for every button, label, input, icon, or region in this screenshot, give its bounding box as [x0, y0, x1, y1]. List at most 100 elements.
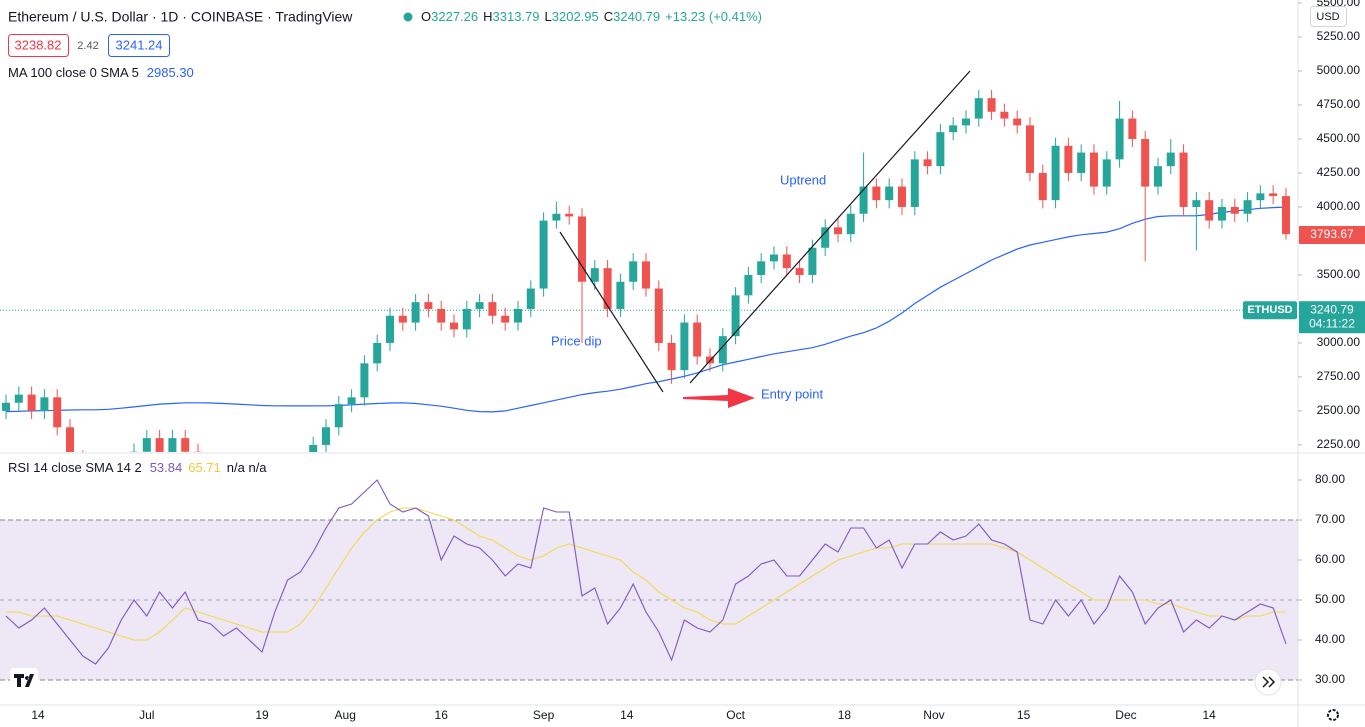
- candle-body: [1205, 200, 1214, 221]
- candle-body: [1000, 111, 1009, 119]
- candle-body: [142, 438, 151, 452]
- candle-body: [1166, 152, 1175, 167]
- axes: 14 Jul 19 Aug 16 Sep 14 Oct 18 Nov 15 Dec 14 2250.00 2…: [31, 0, 1365, 722]
- scroll-icon[interactable]: [1262, 676, 1276, 688]
- y-tick-label: 2250.00: [1317, 437, 1361, 451]
- candle-body: [526, 288, 535, 309]
- candle-body: [449, 322, 458, 330]
- sell-price[interactable]: 3238.82: [15, 37, 62, 52]
- candle-body: [1230, 206, 1239, 214]
- annotation: Entry point: [761, 386, 824, 401]
- symbol-label: ETHUSD: [1247, 304, 1292, 316]
- candle-body: [1077, 152, 1086, 173]
- x-tick-label: Aug: [335, 708, 356, 722]
- ohlc-legend: O3227.26 H3313.79 L3202.95 C3240.79 +13.23 (…: [421, 9, 762, 24]
- candle-body: [66, 427, 75, 452]
- candle-body: [53, 397, 62, 428]
- currency-select[interactable]: [1310, 6, 1347, 27]
- candle-body: [424, 302, 433, 309]
- candle-body: [1217, 206, 1226, 221]
- ma-legend: MA 100 close 0 SMA 5 2985.30: [8, 65, 194, 80]
- ohlc-key: C: [604, 9, 613, 24]
- y-tick-label: 50.00: [1315, 592, 1345, 606]
- candle-body: [795, 268, 804, 275]
- candle-body: [334, 404, 343, 428]
- candle-body: [437, 308, 446, 323]
- ma-value: 2985.30: [147, 65, 194, 80]
- ohlc-value: 3313.79: [493, 9, 540, 24]
- x-tick-label: Dec: [1115, 708, 1136, 722]
- symbol-title: Ethereum / U.S. Dollar · 1D · COINBASE ·…: [8, 9, 353, 25]
- buy-button[interactable]: [108, 34, 170, 57]
- y-tick-label: 3000.00: [1317, 335, 1361, 349]
- y-tick-label: 60.00: [1315, 552, 1345, 566]
- spread: 2.42: [77, 40, 98, 52]
- sell-button[interactable]: [8, 34, 69, 57]
- annotation: Price dip: [551, 333, 602, 348]
- candle-body: [386, 315, 395, 343]
- ma-line: [5, 206, 1287, 413]
- trend-line: [689, 70, 971, 384]
- x-tick-label: 18: [838, 708, 852, 722]
- candle-body: [731, 295, 740, 337]
- candle-body: [590, 268, 599, 282]
- candle-body: [872, 186, 881, 201]
- candle-body: [360, 363, 369, 398]
- x-tick-label: Sep: [533, 708, 555, 722]
- current-price-tag: [1299, 301, 1365, 334]
- candle-body: [462, 308, 471, 330]
- candle-body: [565, 213, 574, 217]
- candle-body: [1179, 152, 1188, 207]
- candle-body: [897, 186, 906, 207]
- y-tick-label: 5000.00: [1317, 63, 1361, 77]
- y-tick-label: 70.00: [1315, 512, 1345, 526]
- x-tick-label: Jul: [139, 708, 154, 722]
- candle-body: [1013, 118, 1022, 126]
- candle-body: [194, 451, 203, 452]
- y-tick-label: 80.00: [1315, 472, 1345, 486]
- candle-body: [40, 397, 49, 411]
- arrow: [683, 388, 755, 408]
- candle-body: [782, 254, 791, 269]
- candle-body: [1256, 193, 1265, 201]
- candle-body: [1089, 152, 1098, 187]
- candle-body: [501, 315, 510, 323]
- y-tick-label: 2750.00: [1317, 369, 1361, 383]
- y-tick-label: 5500.00: [1317, 0, 1361, 9]
- rsi-line: [5, 479, 1287, 665]
- settings-icon[interactable]: [1327, 709, 1339, 721]
- x-tick-label: 14: [31, 708, 45, 722]
- y-tick-label: 40.00: [1315, 632, 1345, 646]
- x-tick-label: 14: [620, 708, 634, 722]
- change: +13.23 (+0.41%): [665, 9, 762, 24]
- y-tick-label: 3500.00: [1317, 267, 1361, 281]
- ohlc-key: L: [545, 9, 552, 24]
- buy-price[interactable]: 3241.24: [116, 37, 163, 52]
- candle-body: [513, 308, 522, 323]
- candle-body: [1192, 200, 1201, 207]
- candle-body: [641, 261, 650, 289]
- countdown-label: 04:11:22: [1309, 316, 1355, 330]
- ohlc-value: 3227.26: [431, 9, 478, 24]
- last-price-tag: [1299, 226, 1365, 245]
- currency[interactable]: USD: [1316, 11, 1339, 23]
- ohlc-value: 3202.95: [552, 9, 599, 24]
- current-price-label: 3240.79: [1310, 302, 1354, 316]
- candle-body: [974, 98, 983, 119]
- rsi-na: n/a n/a: [227, 460, 268, 475]
- candle-body: [155, 438, 164, 452]
- candle-body: [2, 402, 11, 411]
- ohlc-key: O: [421, 9, 431, 24]
- price-pane: [0, 90, 1298, 452]
- y-tick-label: 4000.00: [1317, 199, 1361, 213]
- y-tick-label: 4250.00: [1317, 165, 1361, 179]
- candle-body: [1051, 145, 1060, 201]
- candle-body: [488, 302, 497, 316]
- x-tick-label: 15: [1017, 708, 1031, 722]
- y-tick-label: 4750.00: [1317, 97, 1361, 111]
- candle-body: [1153, 166, 1162, 187]
- x-tick-label: 16: [435, 708, 449, 722]
- y-tick-label: 5250.00: [1317, 29, 1361, 43]
- candle-body: [616, 281, 625, 309]
